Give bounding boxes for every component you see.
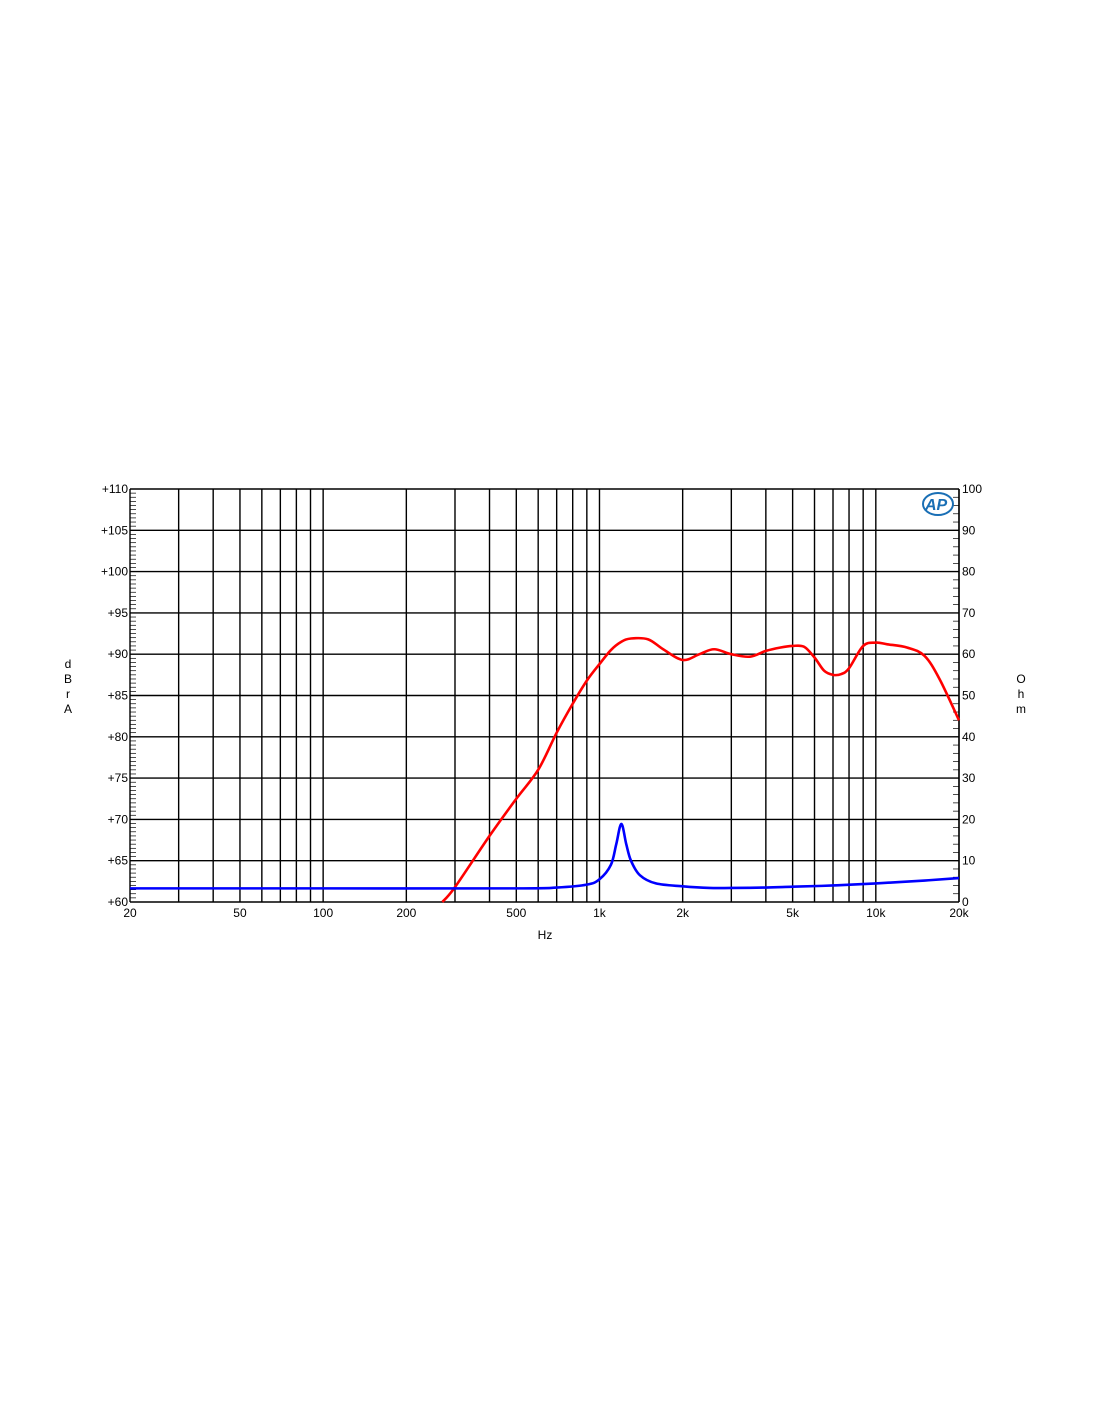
y-tick-label-left: +65 <box>108 854 129 868</box>
ap-logo: AP <box>922 492 954 516</box>
y-tick-label-right: 0 <box>962 895 969 909</box>
x-tick-label: 1k <box>593 906 607 920</box>
x-tick-label: 10k <box>866 906 886 920</box>
y-tick-label-left: +80 <box>108 730 129 744</box>
tick-labels: 20 50 100 200 500 1k 2k 5k 10k 20k+60+65+70+75+80… <box>101 482 982 920</box>
y-tick-label-right: 40 <box>962 730 976 744</box>
x-tick-label: 20k <box>949 906 969 920</box>
y-tick-label-left: +105 <box>101 523 128 537</box>
x-tick-label: 500 <box>506 906 526 920</box>
y-tick-label-right: 60 <box>962 647 976 661</box>
y-tick-label-right: 50 <box>962 689 976 703</box>
y-tick-label-right: 20 <box>962 812 976 826</box>
y-tick-label-left: +85 <box>108 689 129 703</box>
y-tick-label-left: +90 <box>108 647 129 661</box>
y-axis-label-right: Ohm <box>1014 672 1028 717</box>
y-tick-label-right: 10 <box>962 854 976 868</box>
y-tick-label-right: 90 <box>962 523 976 537</box>
x-tick-label: 20 <box>123 906 137 920</box>
series-lines <box>130 636 961 903</box>
logo-text: AP <box>924 497 948 514</box>
spl-series-line <box>441 636 961 903</box>
y-tick-label-left: +75 <box>108 771 129 785</box>
x-tick-label: 5k <box>786 906 800 920</box>
grid <box>129 488 960 903</box>
x-axis-label: Hz <box>538 928 553 942</box>
y-tick-label-right: 100 <box>962 482 982 496</box>
y-tick-label-left: +60 <box>108 895 129 909</box>
y-tick-label-left: +100 <box>101 565 128 579</box>
y-tick-label-right: 70 <box>962 606 976 620</box>
y-tick-label-right: 80 <box>962 565 976 579</box>
y-tick-label-left: +110 <box>102 482 128 496</box>
axis-ticks <box>130 488 959 903</box>
x-tick-label: 100 <box>313 906 333 920</box>
y-axis-label-left: dBrA <box>61 657 75 717</box>
x-tick-label: 200 <box>396 906 416 920</box>
x-tick-label: 50 <box>233 906 247 920</box>
y-tick-label-left: +95 <box>108 606 129 620</box>
y-tick-label-left: +70 <box>108 812 129 826</box>
x-tick-label: 2k <box>676 906 690 920</box>
y-tick-label-right: 30 <box>962 771 976 785</box>
impedance-series-line <box>130 822 960 890</box>
